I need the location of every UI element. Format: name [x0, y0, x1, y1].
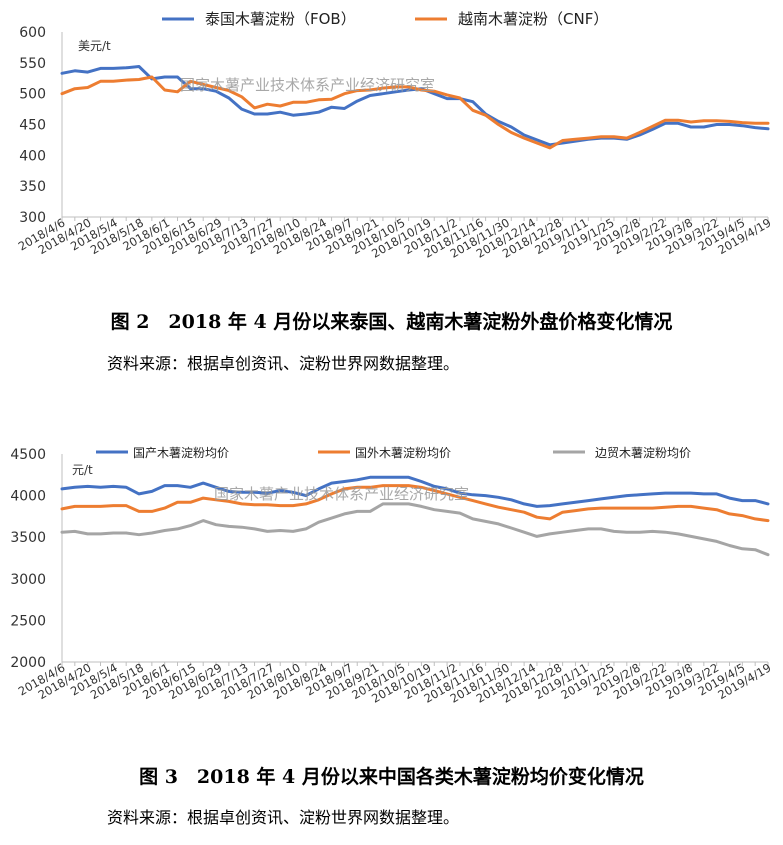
x-axis: 2018/4/62018/4/202018/5/42018/5/182018/6…: [16, 660, 774, 705]
legend-label: 国外木薯淀粉均价: [355, 446, 451, 460]
y-tick-label: 550: [19, 56, 46, 72]
y-tick-label: 4000: [10, 489, 46, 505]
y-unit-label: 美元/t: [78, 39, 111, 53]
figure-3-caption: 图 3 2018 年 4 月份以来中国各类木薯淀粉均价变化情况: [139, 766, 644, 788]
price-chart-fob-cnf: 300 350 400 450 500 550 600 2018/4/62018/4/202…: [16, 10, 774, 261]
y-tick-label: 3500: [10, 530, 46, 546]
y-axis: 300 350 400 450 500 550 600: [19, 25, 63, 226]
series-lines: [60, 65, 770, 150]
y-tick-label: 3000: [10, 572, 46, 588]
y-tick-label: 4500: [10, 447, 46, 463]
legend-label: 国产木薯淀粉均价: [133, 446, 229, 460]
y-unit-label: 元/t: [72, 463, 93, 477]
figure-3-source: 资料来源：根据卓创资讯、淀粉世界网数据整理。: [107, 808, 460, 827]
y-tick-label: 2000: [10, 655, 46, 671]
legend: 泰国木薯淀粉（FOB） 越南木薯淀粉（CNF）: [162, 10, 608, 28]
y-tick-label: 600: [19, 25, 46, 41]
watermark: 国家木薯产业技术体系产业经济研究室: [214, 485, 469, 503]
y-tick-label: 350: [19, 179, 46, 195]
series-line-1: [60, 475, 770, 508]
price-chart-domestic: 2000 2500 3000 3500 4000 4500 2018/4/62018/4/…: [10, 446, 774, 706]
y-axis: 2000 2500 3000 3500 4000 4500: [10, 447, 63, 671]
legend-label: 越南木薯淀粉（CNF）: [458, 10, 608, 28]
y-tick-label: 300: [19, 210, 46, 226]
watermark: 国家木薯产业技术体系产业经济研究室: [180, 76, 435, 94]
series-line-3: [60, 502, 770, 557]
series-line-2: [60, 484, 770, 523]
legend-label: 泰国木薯淀粉（FOB）: [205, 10, 356, 28]
y-tick-label: 400: [19, 148, 46, 164]
series-line-2: [60, 75, 770, 150]
legend-label: 边贸木薯淀粉均价: [595, 446, 691, 460]
y-tick-label: 450: [19, 118, 46, 134]
y-tick-label: 2500: [10, 613, 46, 629]
figure-2-source: 资料来源：根据卓创资讯、淀粉世界网数据整理。: [107, 354, 460, 373]
series-lines: [60, 475, 770, 557]
legend: 国产木薯淀粉均价 国外木薯淀粉均价 边贸木薯淀粉均价: [96, 446, 691, 460]
x-axis: 2018/4/62018/4/202018/5/42018/5/182018/6…: [16, 215, 774, 260]
y-tick-label: 500: [19, 87, 46, 103]
figure-2-caption: 图 2 2018 年 4 月份以来泰国、越南木薯淀粉外盘价格变化情况: [110, 311, 673, 333]
